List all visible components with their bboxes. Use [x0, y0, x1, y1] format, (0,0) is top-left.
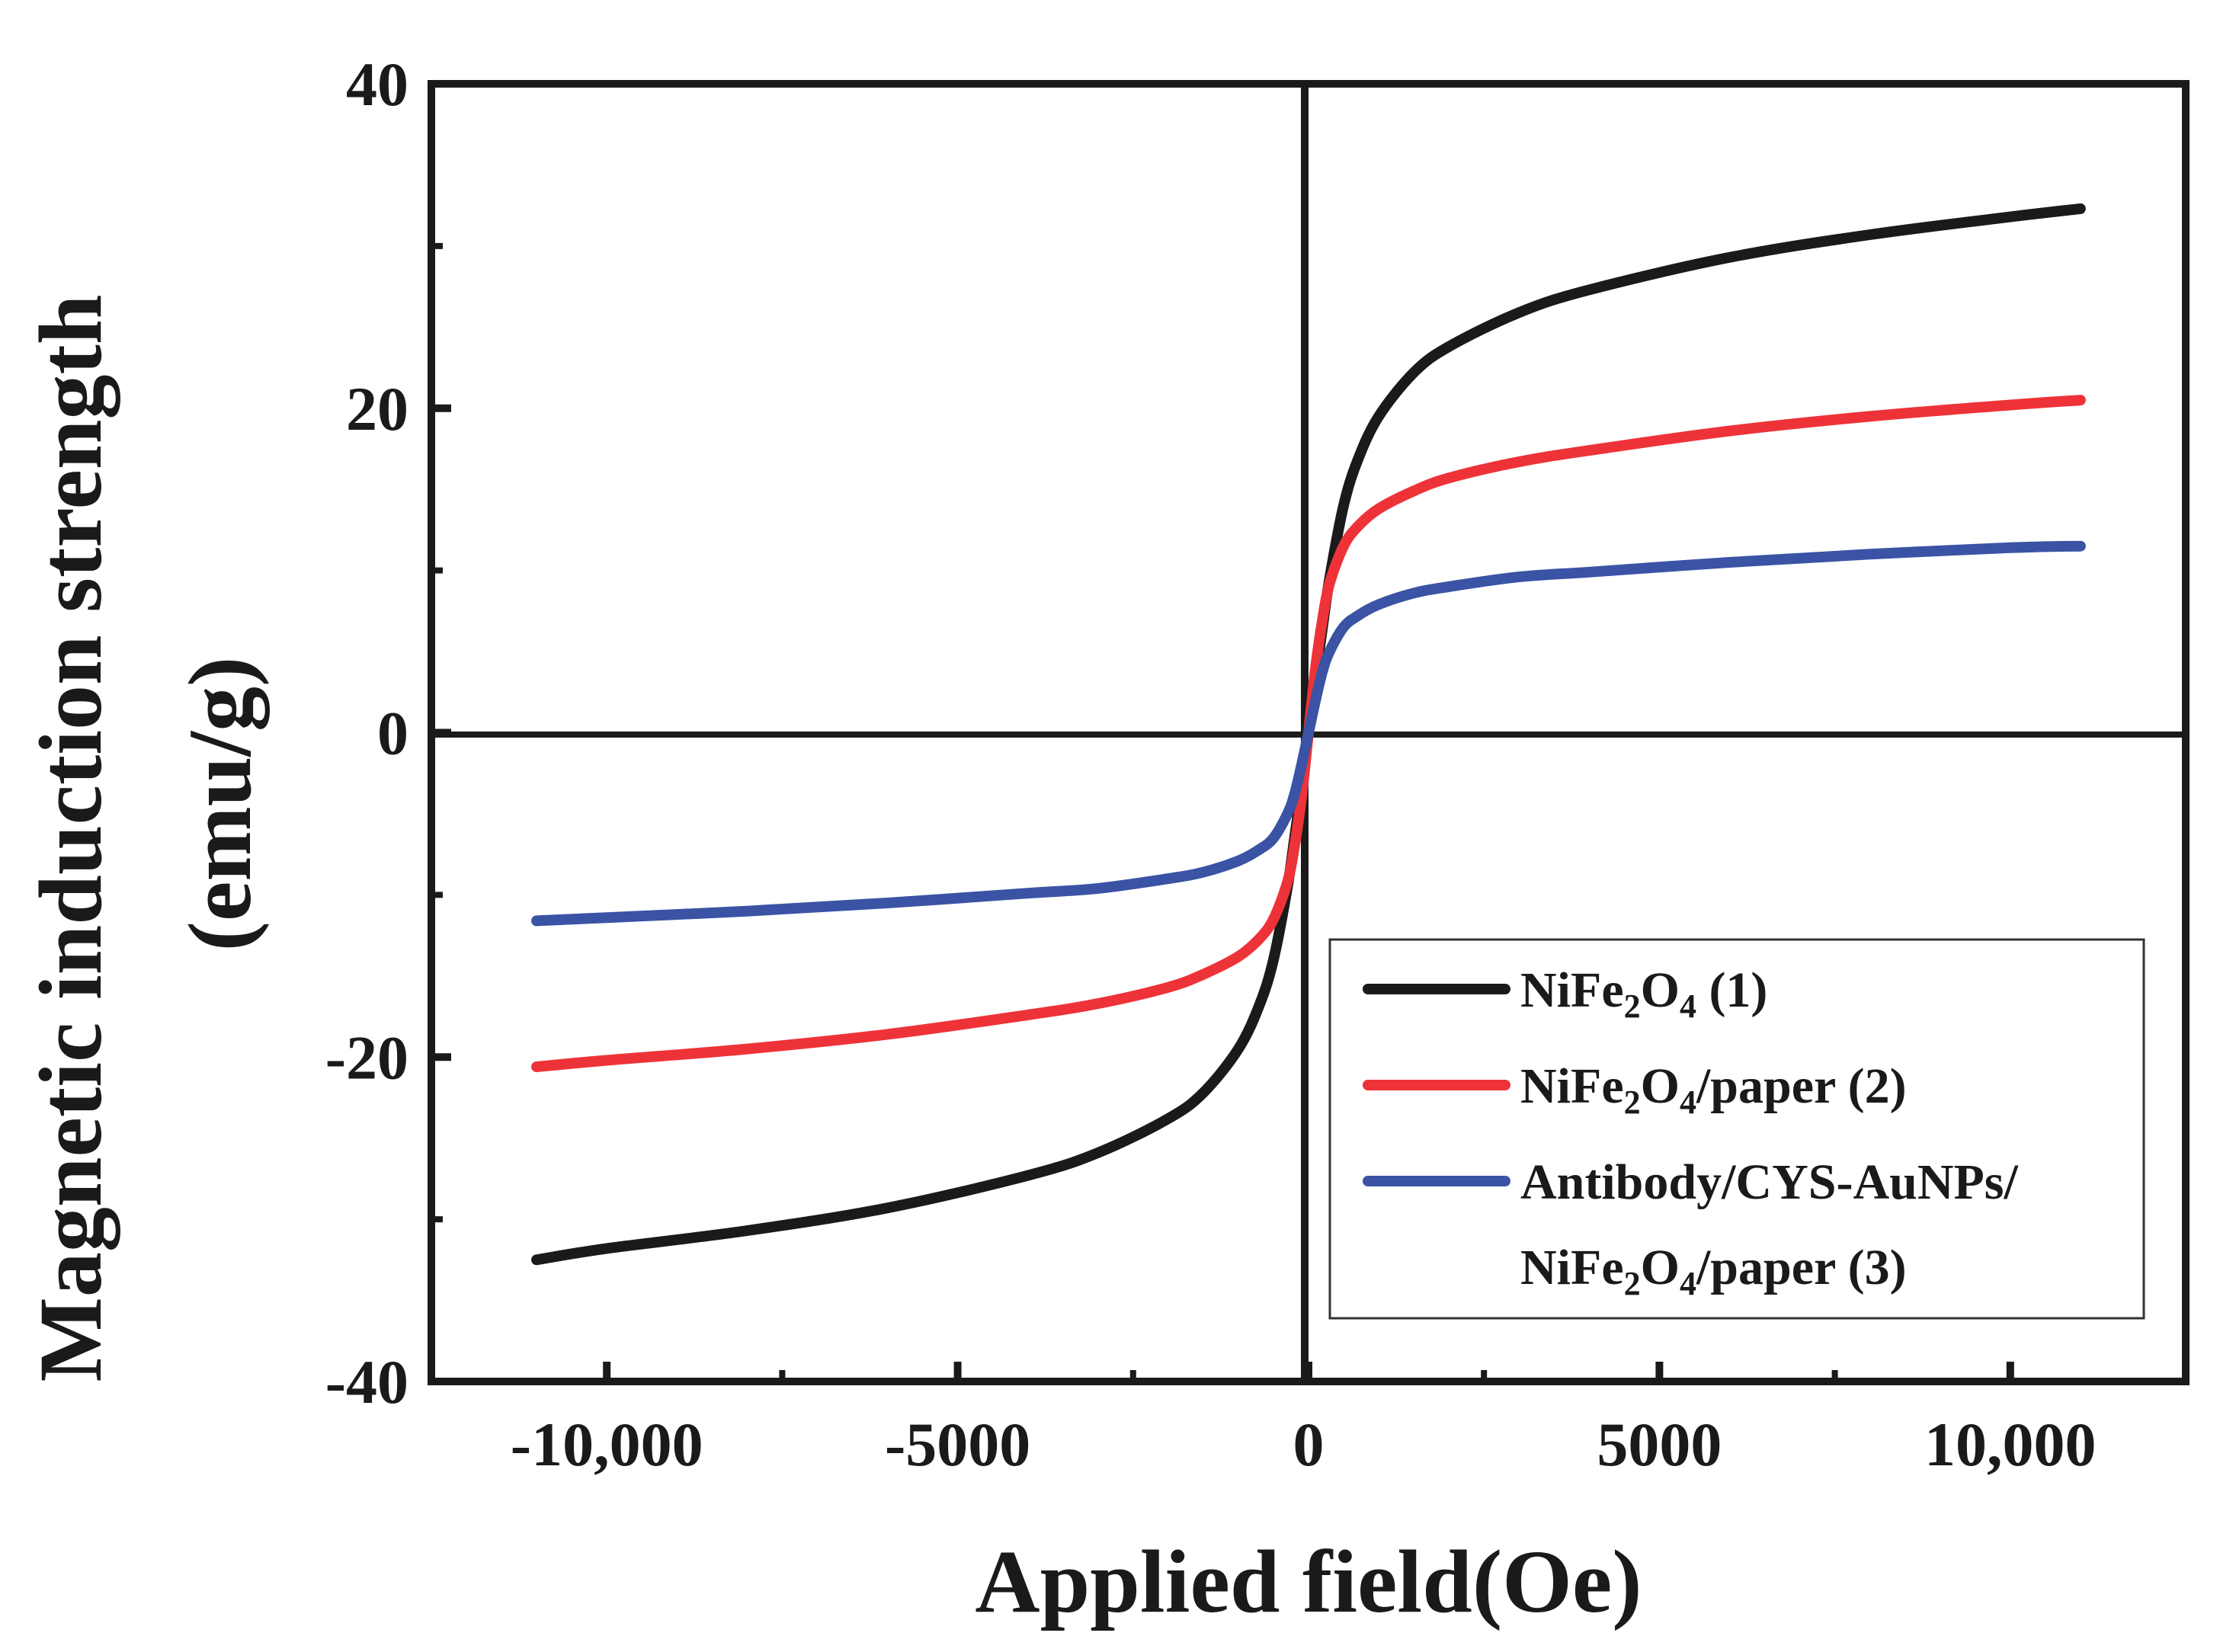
y-tick-label: -20 — [325, 1023, 408, 1092]
legend-label-3-mid: O — [1641, 1240, 1680, 1295]
ticks: -10,000 -5000 0 5000 10,000 -40 -20 0 20 40 — [325, 50, 2097, 1479]
y-axis-title-line2: (emu/g) — [170, 657, 270, 952]
legend-label-1: NiFe2O4 (1) — [1520, 962, 1767, 1025]
legend-label-2-main: NiFe — [1520, 1058, 1624, 1114]
legend-box — [1328, 938, 2145, 1320]
legend-label-1-sub1: 2 — [1624, 988, 1641, 1025]
legend-label-3-line1: Antibody/CYS-AuNPs/ — [1520, 1154, 2019, 1210]
y-tick-label: 40 — [346, 50, 408, 119]
x-tick-label: 0 — [1293, 1410, 1325, 1479]
legend-label-3-tail: /paper (3) — [1696, 1240, 1907, 1295]
y-tick-label: 20 — [346, 374, 408, 443]
y-tick-label: -40 — [325, 1347, 408, 1417]
legend-label-3-sub1: 2 — [1624, 1265, 1641, 1302]
legend-label-1-mid: O — [1641, 962, 1680, 1018]
legend-label-1-sub2: 4 — [1680, 988, 1696, 1025]
legend-label-2-mid: O — [1641, 1058, 1680, 1114]
y-axis-title-line1: Magnetic induction strength — [21, 295, 120, 1382]
legend-label-1-tail: (1) — [1696, 962, 1767, 1018]
legend-label-2: NiFe2O4/paper (2) — [1520, 1058, 1907, 1121]
legend: NiFe2O4 (1) NiFe2O4/paper (2) Antibody/C… — [1328, 938, 2145, 1320]
legend-label-2-sub1: 2 — [1624, 1084, 1641, 1121]
legend-label-3-sub2: 4 — [1680, 1265, 1696, 1302]
series-line-3 — [531, 540, 2086, 927]
legend-label-3-line2: NiFe2O4/paper (3) — [1520, 1240, 1907, 1302]
x-tick-label: 5000 — [1597, 1410, 1722, 1479]
y-tick-label: 0 — [377, 699, 408, 768]
legend-label-3-main: NiFe — [1520, 1240, 1624, 1295]
legend-label-1-main: NiFe — [1520, 962, 1624, 1018]
legend-label-2-tail: /paper (2) — [1696, 1058, 1907, 1114]
x-axis-title: Applied field(Oe) — [975, 1532, 1642, 1631]
legend-label-2-sub2: 4 — [1680, 1084, 1696, 1121]
series — [531, 203, 2086, 1266]
x-tick-label: 10,000 — [1924, 1410, 2097, 1479]
x-tick-label: -5000 — [885, 1410, 1030, 1479]
x-tick-label: -10,000 — [511, 1410, 703, 1479]
